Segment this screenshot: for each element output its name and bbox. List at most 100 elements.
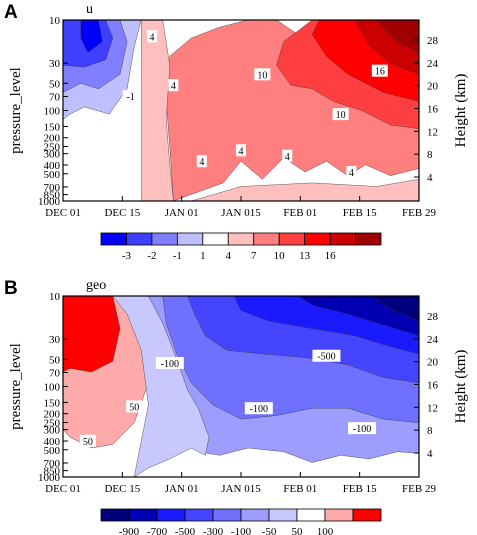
y-right-tick-label: 12 bbox=[427, 126, 438, 138]
colorbar-label: -700 bbox=[147, 526, 168, 535]
y-right-tick-label: 20 bbox=[427, 357, 439, 369]
contour-label: 4 bbox=[199, 157, 204, 168]
contour-label-box bbox=[147, 30, 157, 43]
contour-label: 4 bbox=[349, 168, 354, 179]
colorbar-swatch bbox=[126, 232, 153, 246]
contour-label-box bbox=[348, 422, 377, 435]
colorbar-swatch bbox=[128, 508, 158, 522]
colorbar-label: -50 bbox=[262, 526, 277, 535]
colorbar-swatch bbox=[355, 232, 382, 246]
colorbar-swatch bbox=[268, 508, 298, 522]
x-tick-label: DEC 15 bbox=[104, 207, 140, 219]
contour-label: -100 bbox=[250, 404, 268, 415]
y-right-tick-label: 4 bbox=[427, 448, 433, 460]
contour-fill-region bbox=[112, 295, 210, 478]
contour-label-box bbox=[126, 400, 143, 413]
y-tick-label: 200 bbox=[44, 133, 61, 145]
y-tick-label: 250 bbox=[44, 418, 61, 430]
variable-label: u bbox=[86, 2, 93, 17]
contour-label-box bbox=[282, 149, 293, 162]
y-tick-label: 150 bbox=[44, 397, 61, 409]
y-tick-label: 1000 bbox=[38, 196, 61, 208]
colorbar-label: 100 bbox=[317, 526, 334, 535]
y-tick-label: 100 bbox=[44, 106, 61, 118]
contour-label: 4 bbox=[239, 146, 244, 157]
x-tick-label: JAN 01 bbox=[165, 483, 199, 495]
y-right-tick-label: 4 bbox=[427, 172, 433, 184]
y-tick-label: 30 bbox=[49, 58, 61, 70]
colorbar-swatch bbox=[324, 508, 354, 522]
colorbar-swatch bbox=[329, 232, 356, 246]
colorbar-label: -2 bbox=[147, 250, 156, 262]
y-tick-label: 50 bbox=[49, 354, 61, 366]
y-axis-title: pressure_level bbox=[8, 67, 24, 154]
colorbar-swatch bbox=[156, 508, 186, 522]
colorbar-swatch bbox=[352, 508, 382, 522]
colorbar-swatch bbox=[184, 508, 214, 522]
colorbar-swatch bbox=[253, 232, 280, 246]
contour-label-box bbox=[332, 108, 349, 121]
contour-label-box bbox=[254, 68, 271, 81]
colorbar-label: -100 bbox=[231, 526, 252, 535]
colorbar-swatch bbox=[202, 232, 229, 246]
y-tick-label: 850 bbox=[44, 466, 61, 478]
contour-label-box bbox=[79, 434, 96, 447]
contour-label-box bbox=[155, 356, 184, 369]
y-right-axis-title: Height (km) bbox=[453, 350, 469, 424]
y-right-tick-label: 24 bbox=[427, 58, 439, 70]
contour-label-box bbox=[244, 402, 273, 415]
colorbar-swatch bbox=[212, 508, 242, 522]
contour-label-box bbox=[371, 64, 388, 77]
colorbar-swatch bbox=[151, 232, 178, 246]
y-tick-label: 100 bbox=[44, 382, 61, 394]
y-tick-label: 200 bbox=[44, 409, 61, 421]
contour-label: -500 bbox=[317, 352, 335, 363]
contour-label: 10 bbox=[336, 110, 346, 121]
x-tick-label: DEC 01 bbox=[45, 483, 81, 495]
x-tick-label: FEB 29 bbox=[402, 483, 436, 495]
colorbar-swatch bbox=[100, 232, 127, 246]
y-axis-title: pressure_level bbox=[8, 343, 24, 430]
x-tick-label: FEB 15 bbox=[343, 207, 377, 219]
colorbar-label: 13 bbox=[299, 250, 311, 262]
colorbar-label: 16 bbox=[325, 250, 337, 262]
variable-label: geo bbox=[86, 278, 106, 293]
y-tick-label: 70 bbox=[49, 91, 61, 103]
y-tick-label: 70 bbox=[49, 367, 61, 379]
contour-label: 4 bbox=[171, 81, 176, 92]
y-tick-label: 10 bbox=[49, 291, 61, 303]
x-tick-label: DEC 01 bbox=[45, 207, 81, 219]
y-tick-label: 700 bbox=[44, 458, 61, 470]
y-right-tick-label: 16 bbox=[427, 104, 439, 116]
contour-fill-region bbox=[62, 295, 121, 373]
panel-B: 50 50 -100 -100 -100 -500 B geo DEC 01 DEC 15 JAN … bbox=[4, 278, 469, 535]
panel-letter: B bbox=[4, 278, 18, 299]
contour-label-box bbox=[122, 90, 139, 103]
y-tick-label: 300 bbox=[44, 149, 61, 161]
y-right-tick-label: 20 bbox=[427, 81, 439, 93]
contour-label-box bbox=[196, 155, 207, 168]
contour-label: 4 bbox=[285, 152, 290, 163]
y-tick-label: 250 bbox=[44, 142, 61, 154]
y-right-axis-title: Height (km) bbox=[453, 74, 469, 148]
y-tick-label: 300 bbox=[44, 425, 61, 437]
contour-label: 50 bbox=[129, 402, 139, 413]
y-tick-label: 400 bbox=[44, 160, 61, 172]
colorbar-swatch bbox=[296, 508, 326, 522]
y-tick-label: 10 bbox=[49, 15, 61, 27]
y-tick-label: 1000 bbox=[38, 472, 61, 484]
x-tick-label: JAN 015 bbox=[221, 207, 261, 219]
colorbar-label: -300 bbox=[203, 526, 224, 535]
colorbar-label: -1 bbox=[173, 250, 182, 262]
contour-label: -100 bbox=[161, 359, 179, 370]
x-tick-label: FEB 01 bbox=[283, 483, 317, 495]
y-right-tick-label: 16 bbox=[427, 380, 439, 392]
y-tick-label: 30 bbox=[49, 334, 61, 346]
y-tick-label: 500 bbox=[44, 169, 61, 181]
colorbar-swatch bbox=[227, 232, 255, 246]
x-tick-label: JAN 015 bbox=[221, 483, 261, 495]
contour-label: 10 bbox=[257, 70, 267, 81]
colorbar-swatch bbox=[240, 508, 270, 522]
y-right-tick-label: 12 bbox=[427, 402, 438, 414]
